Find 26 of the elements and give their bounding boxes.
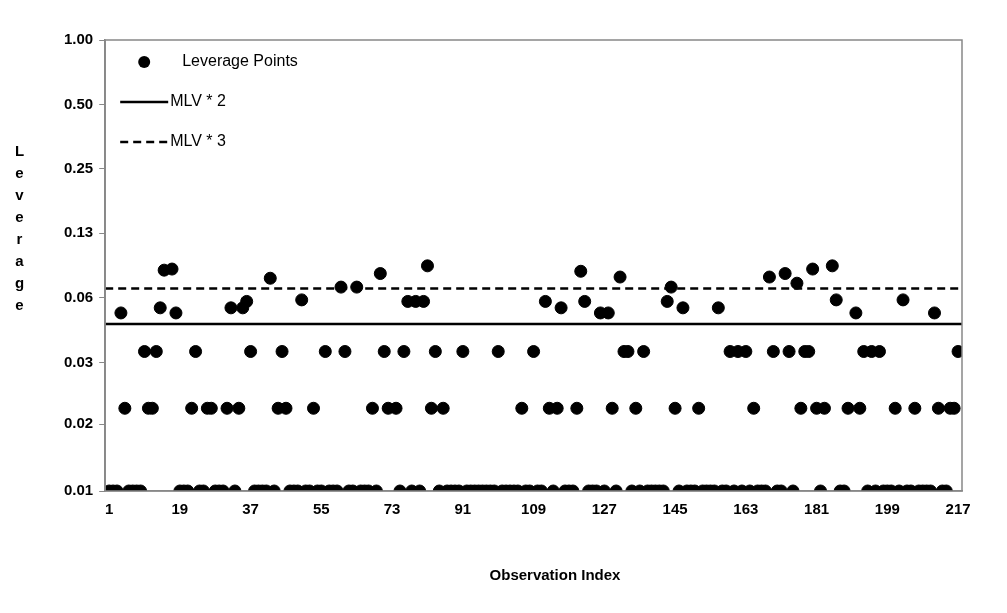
x-tick-label: 127 [591,500,617,518]
legend-label: Leverage Points [182,52,298,70]
y-tick-label: 0.06 [63,287,94,305]
x-tick-label: 1 [104,500,114,518]
x-tick-label: 217 [945,500,971,518]
y-tick-label: 0.50 [63,94,94,112]
x-tick-label: 163 [733,500,759,518]
x-tick-label: 199 [874,500,900,518]
y-tick-label: 0.02 [63,414,94,432]
x-tick-label: 181 [804,500,830,518]
y-tick-label: 1.00 [63,30,94,48]
x-tick-label: 37 [242,500,259,518]
legend-label: MLV * 3 [170,132,227,150]
legend-label: MLV * 2 [170,92,227,110]
x-tick-label: 91 [454,500,472,518]
y-tick-label: 0.03 [63,352,94,370]
x-tick-label: 109 [521,500,547,518]
x-tick-label: 73 [383,500,401,518]
x-tick-label: 145 [662,500,688,518]
y-tick-label: 0.01 [63,481,94,499]
y-tick-label: 0.13 [63,223,94,241]
x-tick-label: 55 [313,500,330,518]
y-axis-title: Leverage [14,141,25,315]
y-tick-label: 0.25 [63,158,94,176]
x-axis-title: Observation Index [488,566,622,583]
x-tick-label: 19 [171,500,189,518]
